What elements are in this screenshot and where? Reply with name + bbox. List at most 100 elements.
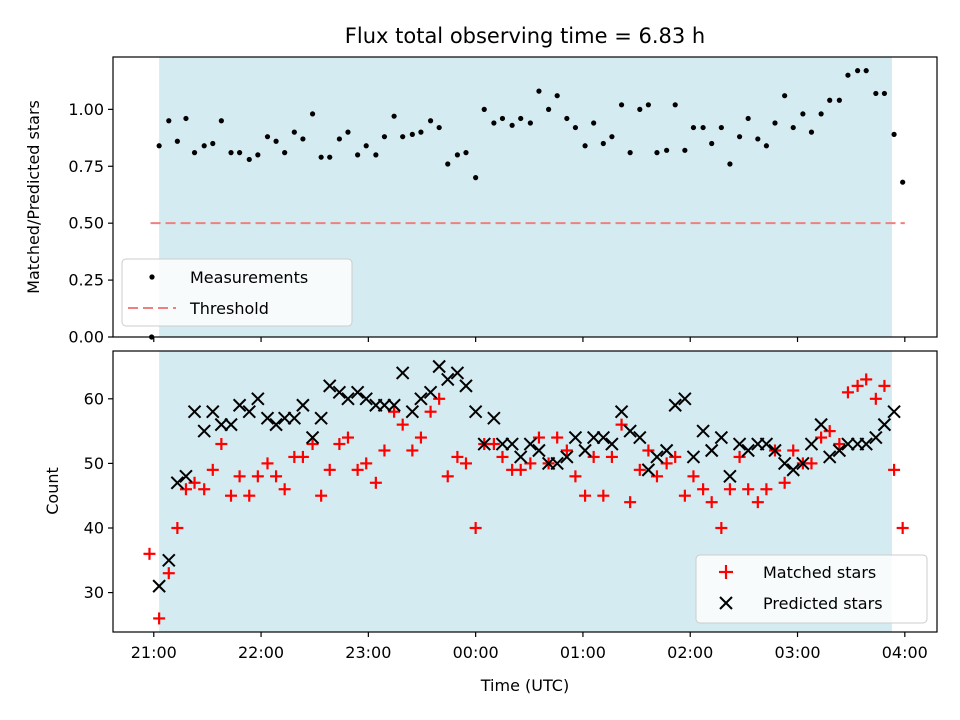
predicted-star-point — [359, 392, 373, 406]
matched-star-point — [261, 457, 274, 470]
bottom-panel: 30 40 50 60 21:00 22:00 23:00 00:00 01:00 02:00 0… — [43, 350, 938, 695]
measurement-point — [218, 118, 224, 124]
predicted-star-point — [523, 437, 538, 451]
predicted-star-point — [395, 366, 410, 380]
predicted-star-point — [659, 443, 674, 458]
measurement-points — [149, 68, 906, 340]
measurement-point — [800, 111, 806, 117]
matched-star-point — [433, 392, 446, 405]
chart-title: Flux total observing time = 6.83 h — [345, 24, 705, 48]
measurement-point — [664, 147, 670, 153]
predicted-star-point — [714, 430, 729, 445]
legend-predicted-label: Predicted stars — [763, 594, 883, 613]
matched-star-point — [833, 438, 846, 451]
measurement-point — [745, 115, 751, 122]
matched-star-point — [215, 438, 228, 451]
measurement-point — [672, 102, 678, 108]
measurement-point — [827, 97, 833, 103]
predicted-star-point — [732, 437, 747, 451]
predicted-star-point — [505, 437, 519, 451]
legend-measurements-label: Measurements — [190, 268, 308, 287]
measurement-point — [436, 124, 442, 131]
predicted-star-point — [260, 411, 275, 425]
matched-star-point — [587, 450, 600, 463]
matched-star-point — [406, 444, 419, 457]
matched-star-point — [778, 476, 791, 489]
predicted-star-point — [224, 417, 238, 432]
predicted-star-point — [341, 392, 355, 406]
x-tick-label: 03:00 — [774, 643, 820, 662]
measurement-point — [572, 124, 579, 131]
matched-star-point — [678, 489, 691, 502]
matched-star-point — [715, 521, 728, 534]
matched-star-point — [243, 489, 256, 502]
measurement-point — [418, 129, 424, 135]
measurement-point — [166, 118, 172, 124]
predicted-star-point — [251, 392, 265, 406]
predicted-star-point — [887, 405, 901, 419]
predicted-star-point — [586, 430, 601, 445]
predicted-star-point — [305, 430, 320, 445]
measurement-point — [156, 143, 162, 149]
predicted-star-point — [759, 437, 774, 451]
measurement-point — [300, 136, 306, 142]
predicted-star-point — [678, 392, 692, 406]
measurement-point — [183, 115, 189, 122]
legend-predicted-marker — [719, 596, 733, 610]
matched-star-point — [323, 463, 336, 476]
bottom-y-axis-ticks: 30 40 50 60 — [84, 389, 113, 602]
predicted-star-point — [323, 379, 337, 393]
predicted-star-point — [796, 456, 810, 471]
measurement-point — [282, 150, 288, 156]
predicted-star-point — [877, 417, 892, 432]
measurement-point — [355, 152, 361, 158]
matched-star-point — [851, 379, 864, 392]
measurement-point — [718, 124, 724, 131]
matched-star-point — [697, 483, 710, 496]
measurement-point — [582, 143, 588, 149]
predicted-star-point — [242, 405, 256, 419]
x-tick-label: 22:00 — [238, 643, 284, 662]
predicted-star-point — [641, 463, 656, 477]
x-axis-label: Time (UTC) — [480, 676, 569, 695]
predicted-star-point — [441, 372, 455, 387]
measurement-point — [491, 120, 497, 126]
top-y-tick-label: 0.00 — [68, 328, 104, 347]
top-legend: Measurements Threshold — [121, 258, 353, 327]
measurement-point — [237, 150, 243, 156]
predicted-star-point — [832, 443, 847, 458]
measurement-point — [700, 124, 706, 131]
predicted-star-point — [633, 430, 647, 445]
top-panel: 0.00 0.25 0.50 0.75 1.00 Matched/Predicted s… — [24, 56, 938, 347]
predicted-star-point — [214, 417, 229, 432]
measurement-point — [273, 138, 279, 144]
measurement-point — [536, 88, 542, 94]
predicted-star-point — [514, 450, 528, 464]
predicted-star-point — [605, 437, 619, 451]
predicted-star-point — [704, 443, 719, 458]
measurement-point — [499, 115, 506, 122]
measurement-point — [210, 140, 216, 147]
matched-star-point — [233, 470, 246, 483]
matched-star-point — [723, 483, 736, 496]
matched-star-point — [198, 483, 211, 496]
matched-stars-points — [143, 373, 909, 625]
legend-measurements-marker — [149, 274, 155, 280]
measurement-point — [291, 129, 297, 135]
predicted-star-point — [296, 398, 310, 412]
measurement-point — [527, 120, 533, 126]
measurement-point — [709, 140, 715, 147]
top-y-tick-label: 0.50 — [68, 214, 104, 233]
matched-star-point — [414, 431, 427, 444]
predicted-star-point — [423, 385, 438, 400]
measurement-point — [863, 68, 869, 74]
bottom-legend: Matched stars Predicted stars — [695, 554, 928, 624]
measurement-point — [336, 136, 342, 142]
matched-star-point — [206, 463, 219, 476]
matched-star-point — [888, 463, 901, 476]
matched-star-point — [341, 431, 354, 444]
matched-star-point — [579, 489, 592, 502]
matched-star-point — [179, 483, 192, 496]
measurement-point — [855, 68, 861, 74]
measurement-point — [363, 143, 369, 149]
